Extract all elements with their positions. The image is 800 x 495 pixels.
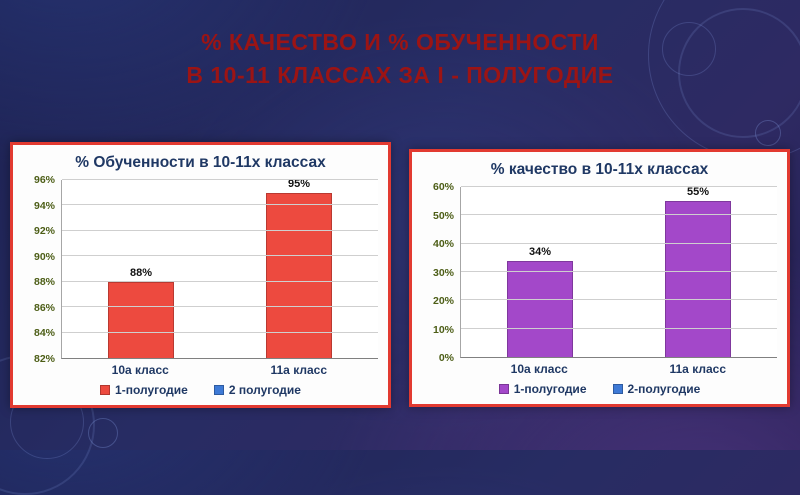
gridline — [461, 186, 777, 187]
legend-swatch — [498, 384, 509, 394]
gridline — [62, 280, 378, 282]
legend-item: 1-полугодие — [498, 382, 587, 396]
legend-swatch — [612, 384, 623, 394]
legend-item: 2-полугодие — [612, 382, 701, 396]
gridline — [62, 179, 378, 180]
slide-title-line2: В 10-11 КЛАССАХ ЗА I - ПОЛУГОДИЕ — [186, 62, 614, 89]
slide-title: % КАЧЕСТВО И % ОБУЧЕННОСТИ В 10-11 КЛАСС… — [0, 26, 800, 93]
y-tick-label: 40% — [432, 238, 454, 250]
slide-title-line1: % КАЧЕСТВО И % ОБУЧЕННОСТИ — [201, 29, 599, 55]
bar-value-label: 88% — [129, 266, 152, 279]
x-axis-labels: 10а класс 11а класс — [460, 358, 777, 376]
chart-title: % качество в 10-11х классах — [490, 161, 709, 178]
chart-title: % Обученности в 10-11х классах — [75, 154, 326, 171]
y-tick-label: 86% — [33, 301, 55, 314]
bars: 34% 55% — [461, 186, 777, 357]
bar: 34% — [506, 246, 574, 357]
y-tick-label: 0% — [438, 352, 454, 364]
bar-value-label: 95% — [287, 177, 310, 190]
plot-area: 88% 95% — [61, 178, 378, 359]
bar-slot: 55% — [619, 186, 777, 357]
training-percent-chart-panel: % Обученности в 10-11х классах 82% 84% 86%… — [10, 142, 391, 408]
bar: 55% — [664, 186, 732, 357]
gridline — [461, 271, 777, 272]
legend-label: 1-полугодие — [513, 382, 587, 396]
gridline — [461, 299, 777, 301]
legend-swatch — [100, 385, 111, 395]
x-axis-labels: 10а класс 11а класс — [61, 359, 378, 377]
legend-item: 1-полугодие — [100, 383, 188, 397]
gridline — [461, 242, 777, 244]
y-tick-label: 88% — [33, 276, 55, 289]
y-axis: 0% 10% 20% 30% 40% 50% 60% — [422, 181, 460, 364]
charts-row: % Обученности в 10-11х классах 82% 84% 86%… — [10, 142, 790, 408]
legend-label: 2 полугодие — [228, 383, 301, 397]
y-tick-label: 20% — [432, 295, 454, 307]
legend: 1-полугодие 2-полугодие — [422, 376, 777, 396]
y-tick-label: 84% — [33, 327, 55, 340]
plot: 82% 84% 86% 88% 90% 92% 94% 96% 88% 95% — [23, 174, 378, 365]
y-tick-label: 96% — [33, 174, 55, 186]
gridline — [461, 327, 777, 329]
x-category-label: 11а класс — [669, 362, 727, 376]
y-tick-label: 92% — [33, 225, 55, 238]
legend-item: 2 полугодие — [213, 383, 301, 397]
bar-value-label: 34% — [528, 245, 551, 258]
quality-percent-chart-panel: % качество в 10-11х классах 0% 10% 20% 30% 4… — [409, 149, 790, 407]
bar: 95% — [265, 178, 333, 358]
gridline — [62, 204, 378, 206]
bar-slot: 95% — [220, 178, 378, 358]
bar-slot: 34% — [461, 187, 619, 357]
gridline — [62, 331, 378, 333]
y-tick-label: 90% — [33, 250, 55, 263]
bar-slot: 88% — [62, 180, 220, 358]
decorative-ring-icon — [755, 120, 781, 146]
plot-area: 34% 55% — [460, 186, 777, 358]
bars: 88% 95% — [62, 178, 378, 358]
legend-label: 1-полугодие — [115, 383, 188, 397]
gridline — [62, 229, 378, 231]
gridline — [62, 306, 378, 308]
bar-value-label: 55% — [686, 186, 709, 199]
y-axis: 82% 84% 86% 88% 90% 92% 94% 96% — [23, 174, 61, 365]
legend: 1-полугодие 2 полугодие — [23, 377, 378, 397]
x-category-label: 11а класс — [270, 363, 328, 377]
legend-label: 2-полугодие — [627, 382, 701, 396]
legend-swatch — [213, 385, 224, 395]
y-tick-label: 50% — [432, 209, 454, 222]
decorative-ring-icon — [88, 418, 118, 448]
y-tick-label: 60% — [432, 181, 454, 193]
plot: 0% 10% 20% 30% 40% 50% 60% 34% 55% — [422, 181, 777, 364]
x-category-label: 10а класс — [111, 363, 169, 377]
gridline — [62, 255, 378, 257]
bar: 88% — [107, 267, 175, 358]
gridline — [461, 214, 777, 216]
y-tick-label: 94% — [33, 199, 55, 212]
x-category-label: 10а класс — [510, 362, 568, 376]
y-tick-label: 10% — [432, 323, 454, 336]
y-tick-label: 30% — [432, 266, 454, 279]
y-tick-label: 82% — [33, 353, 55, 365]
